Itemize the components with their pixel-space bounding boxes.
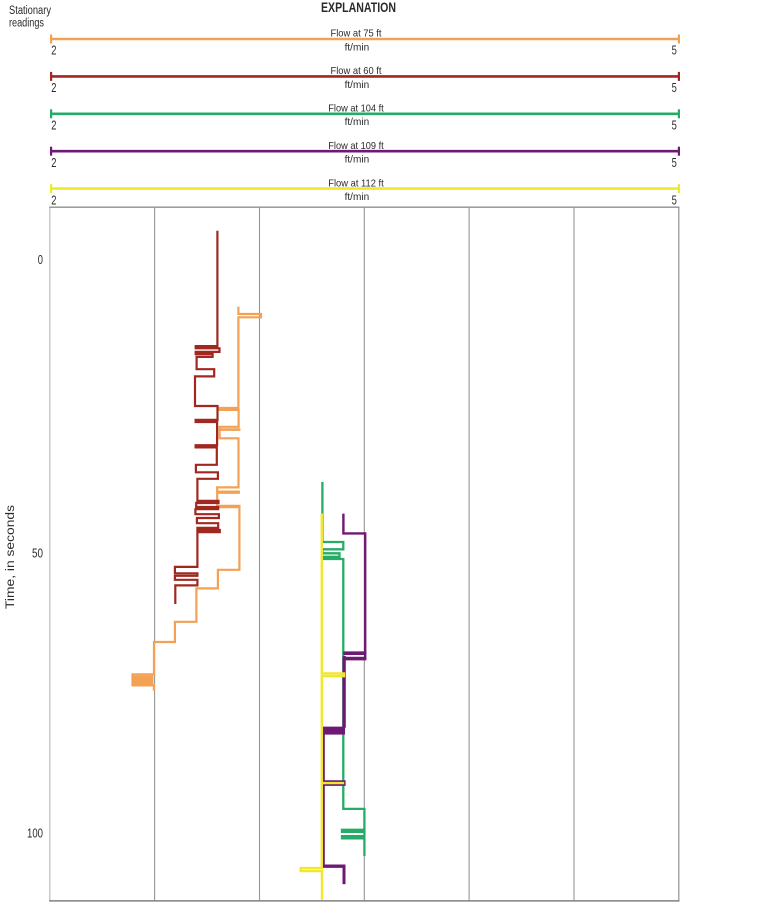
- svg-text:Time, in seconds: Time, in seconds: [5, 505, 17, 609]
- svg-text:50: 50: [32, 547, 43, 561]
- svg-text:5: 5: [672, 81, 677, 95]
- svg-text:EXPLANATION: EXPLANATION: [321, 0, 396, 15]
- svg-text:Flow at 104 ft: Flow at 104 ft: [328, 103, 384, 115]
- svg-text:0: 0: [38, 253, 43, 267]
- svg-text:2: 2: [51, 193, 56, 207]
- svg-text:Stationary: Stationary: [9, 5, 51, 17]
- svg-text:5: 5: [672, 119, 677, 133]
- svg-text:Flow at 75 ft: Flow at 75 ft: [331, 28, 382, 40]
- svg-text:5: 5: [672, 44, 677, 58]
- svg-text:2: 2: [51, 119, 56, 133]
- svg-text:100: 100: [27, 826, 43, 840]
- svg-text:ft/min: ft/min: [345, 41, 370, 53]
- svg-text:ft/min: ft/min: [345, 191, 370, 203]
- svg-text:Flow at 60 ft: Flow at 60 ft: [331, 65, 382, 77]
- svg-text:Flow at 109 ft: Flow at 109 ft: [328, 140, 384, 152]
- svg-text:Flow at 112 ft: Flow at 112 ft: [328, 177, 384, 189]
- svg-text:5: 5: [672, 193, 677, 207]
- svg-text:ft/min: ft/min: [345, 79, 370, 91]
- svg-text:ft/min: ft/min: [345, 154, 370, 166]
- svg-text:readings: readings: [9, 17, 44, 29]
- svg-text:2: 2: [51, 81, 56, 95]
- svg-text:2: 2: [51, 44, 56, 58]
- svg-text:2: 2: [51, 156, 56, 170]
- svg-text:ft/min: ft/min: [345, 116, 370, 128]
- svg-text:5: 5: [672, 156, 677, 170]
